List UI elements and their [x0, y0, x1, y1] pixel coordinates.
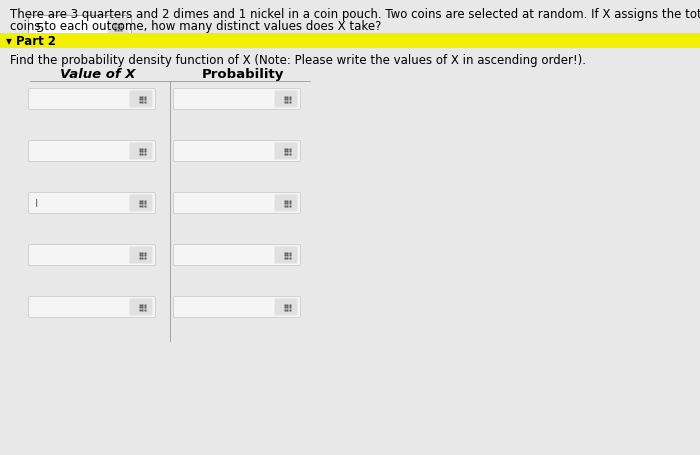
Text: I: I — [35, 198, 38, 208]
Text: Value of X: Value of X — [60, 68, 135, 81]
FancyBboxPatch shape — [274, 195, 298, 212]
FancyBboxPatch shape — [174, 89, 300, 110]
FancyBboxPatch shape — [274, 247, 298, 264]
Text: Find the probability density function of X (Note: Please write the values of X i: Find the probability density function of… — [10, 54, 586, 67]
FancyBboxPatch shape — [274, 299, 298, 316]
FancyBboxPatch shape — [29, 141, 155, 162]
Text: coins to each outcome, how many distinct values does X take?: coins to each outcome, how many distinct… — [10, 20, 382, 33]
FancyBboxPatch shape — [29, 245, 155, 266]
FancyBboxPatch shape — [29, 193, 155, 214]
FancyBboxPatch shape — [108, 19, 129, 37]
FancyBboxPatch shape — [130, 195, 153, 212]
FancyBboxPatch shape — [29, 16, 132, 40]
FancyBboxPatch shape — [130, 91, 153, 108]
FancyBboxPatch shape — [174, 297, 300, 318]
FancyBboxPatch shape — [29, 297, 155, 318]
Bar — [0, 34, 700, 49]
FancyBboxPatch shape — [174, 193, 300, 214]
FancyBboxPatch shape — [174, 245, 300, 266]
FancyBboxPatch shape — [130, 299, 153, 316]
FancyBboxPatch shape — [130, 247, 153, 264]
FancyBboxPatch shape — [29, 89, 155, 110]
Text: There are 3 quarters and 2 dimes and 1 nickel in a coin pouch. Two coins are sel: There are 3 quarters and 2 dimes and 1 n… — [10, 8, 700, 21]
FancyBboxPatch shape — [174, 141, 300, 162]
FancyBboxPatch shape — [274, 91, 298, 108]
Text: 5: 5 — [36, 21, 45, 35]
Text: Probability: Probability — [202, 68, 284, 81]
FancyBboxPatch shape — [130, 143, 153, 160]
FancyBboxPatch shape — [274, 143, 298, 160]
Text: ▾ Part 2: ▾ Part 2 — [6, 35, 56, 48]
